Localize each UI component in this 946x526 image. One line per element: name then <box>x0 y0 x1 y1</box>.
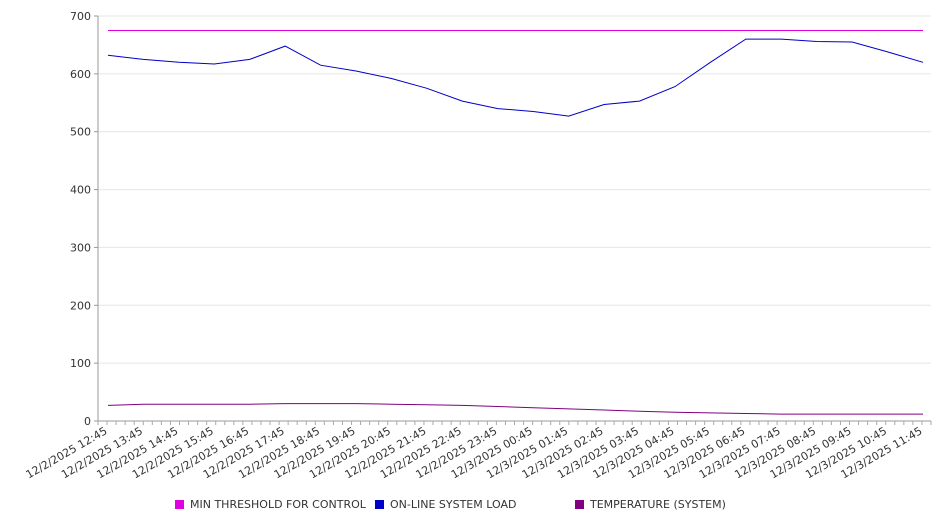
legend-item-temperature[interactable]: TEMPERATURE (SYSTEM) <box>575 498 726 511</box>
series-temperature-line <box>107 403 923 415</box>
grid-lines <box>98 15 931 422</box>
y-tick-label: 200 <box>70 299 91 312</box>
y-tick-label: 400 <box>70 184 91 197</box>
series-system-load-line <box>107 38 924 117</box>
y-tick-label: 700 <box>70 10 91 23</box>
legend-swatch <box>375 500 384 509</box>
legend: MIN THRESHOLD FOR CONTROL ON-LINE SYSTEM… <box>0 498 946 514</box>
legend-label: MIN THRESHOLD FOR CONTROL <box>190 498 366 511</box>
legend-swatch <box>175 500 184 509</box>
legend-item-threshold[interactable]: MIN THRESHOLD FOR CONTROL <box>175 498 366 511</box>
legend-swatch <box>575 500 584 509</box>
legend-item-system-load[interactable]: ON-LINE SYSTEM LOAD <box>375 498 516 511</box>
y-tick-label: 100 <box>70 357 91 370</box>
legend-label: ON-LINE SYSTEM LOAD <box>390 498 517 511</box>
y-tick-label: 0 <box>84 415 91 428</box>
y-tick-label: 500 <box>70 126 91 139</box>
y-tick-label: 600 <box>70 68 91 81</box>
y-axis: 0 100 200 300 400 500 600 700 <box>70 10 99 428</box>
y-tick-label: 300 <box>70 241 91 254</box>
series-lines <box>107 30 924 415</box>
legend-label: TEMPERATURE (SYSTEM) <box>590 498 726 511</box>
